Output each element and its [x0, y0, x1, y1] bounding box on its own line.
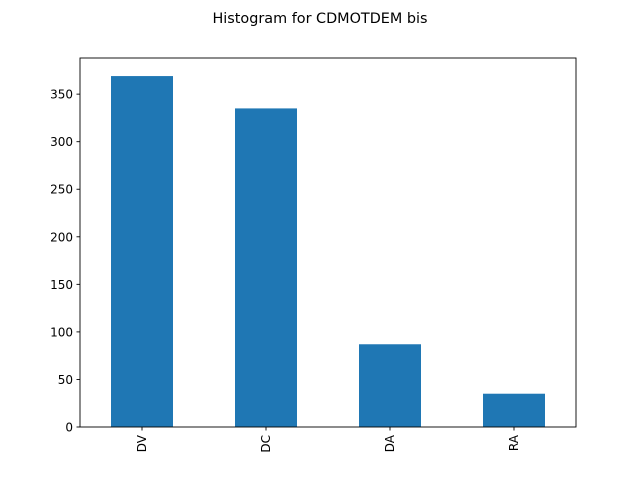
- y-tick-label: 200: [50, 230, 73, 244]
- x-tick-label: RA: [507, 434, 521, 451]
- y-tick-label: 100: [50, 325, 73, 339]
- bar-dv: [111, 76, 173, 428]
- y-tick-label: 250: [50, 183, 73, 197]
- y-tick-label: 300: [50, 135, 73, 149]
- x-tick-label: DV: [135, 434, 149, 452]
- x-axis: DV DC DA RA: [135, 427, 521, 453]
- chart-title: Histogram for CDMOTDEM bis: [212, 11, 427, 27]
- y-axis: 0 50 100 150 200 250 300 350: [50, 88, 80, 435]
- y-tick-label: 150: [50, 278, 73, 292]
- y-tick-label: 0: [65, 421, 73, 435]
- y-tick-label: 350: [50, 88, 73, 102]
- y-tick-label: 50: [58, 373, 73, 387]
- bar-da: [359, 344, 421, 427]
- x-tick-label: DC: [259, 435, 273, 453]
- x-tick-label: DA: [383, 434, 397, 452]
- plot-frame: [79, 57, 577, 428]
- bars-group: [111, 76, 545, 428]
- bar-dc: [235, 108, 297, 428]
- bar-ra: [483, 393, 545, 427]
